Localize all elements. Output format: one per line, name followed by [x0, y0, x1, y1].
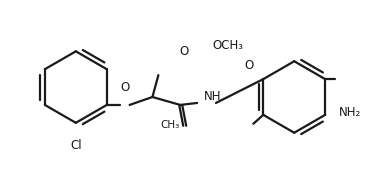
Text: CH₃: CH₃	[160, 120, 180, 130]
Text: O: O	[180, 45, 189, 58]
Text: O: O	[245, 59, 254, 72]
Text: NH: NH	[204, 90, 221, 103]
Text: O: O	[120, 81, 129, 94]
Text: OCH₃: OCH₃	[212, 39, 243, 52]
Text: Cl: Cl	[70, 139, 82, 152]
Text: NH₂: NH₂	[339, 106, 361, 119]
